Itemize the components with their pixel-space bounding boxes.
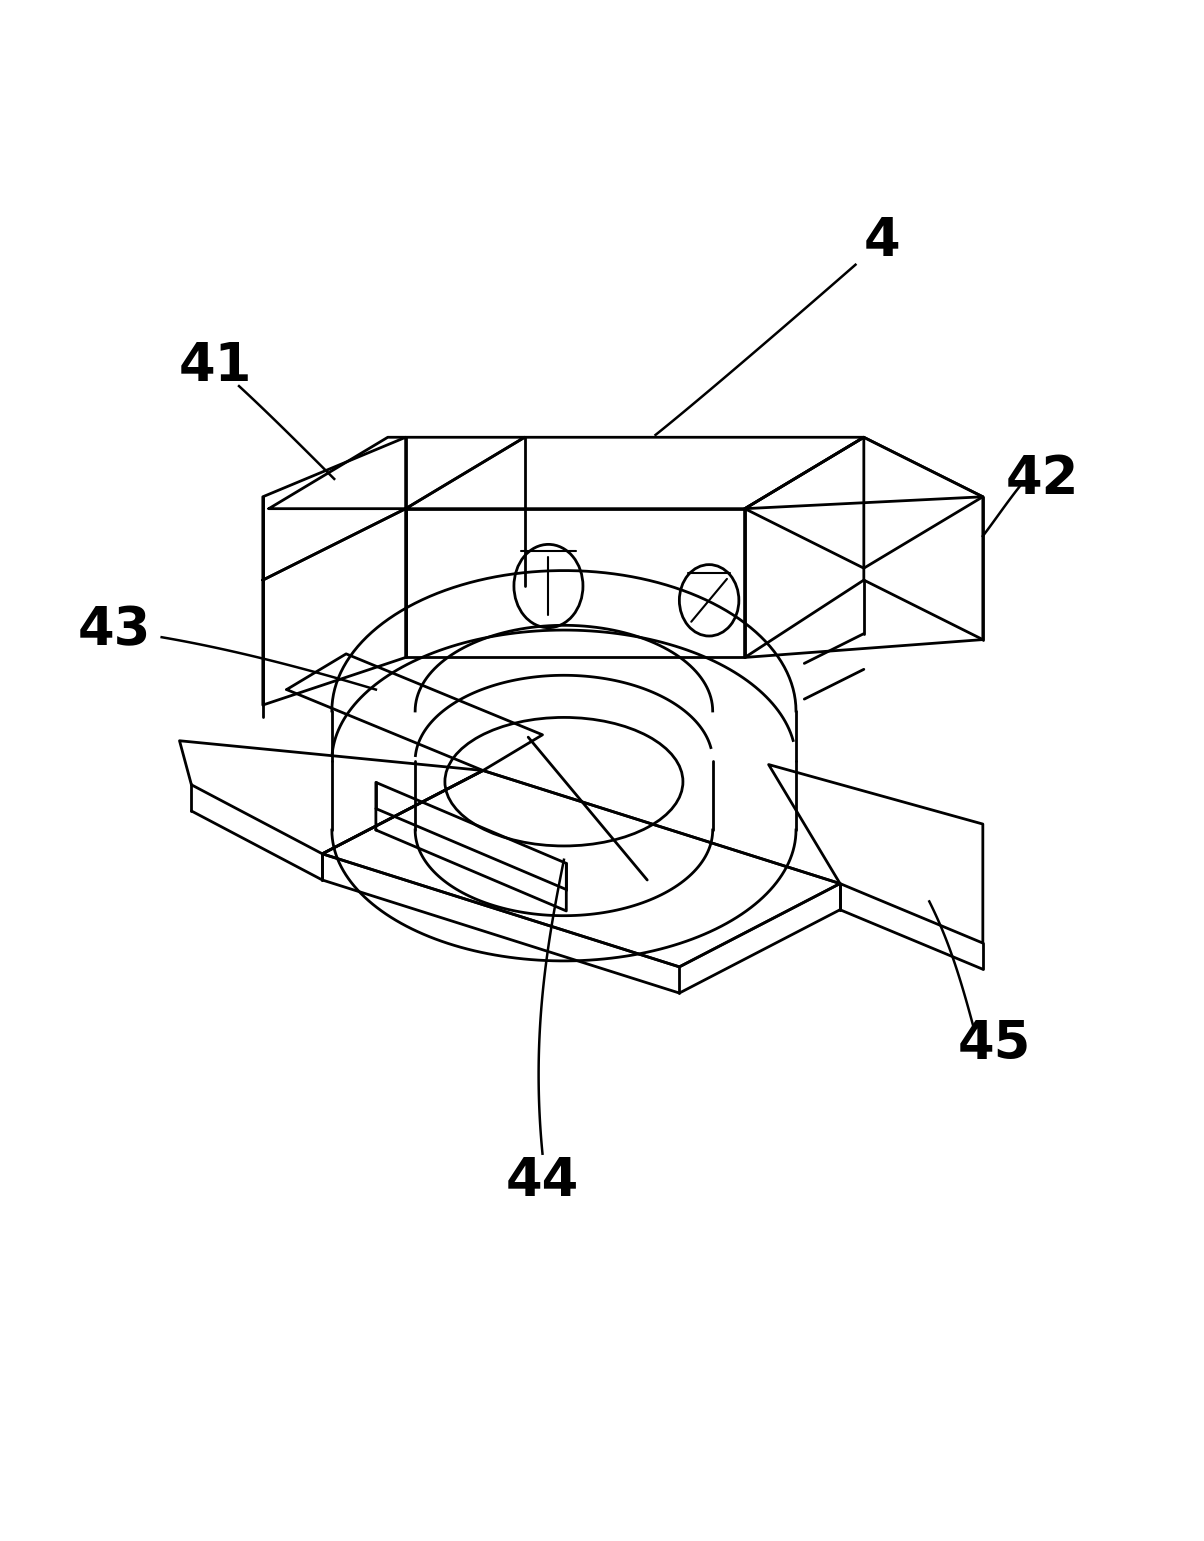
Text: 45: 45 — [958, 1019, 1032, 1071]
Text: 4: 4 — [863, 214, 899, 267]
Text: 44: 44 — [506, 1156, 579, 1207]
Text: 42: 42 — [1005, 453, 1079, 505]
Text: 43: 43 — [77, 604, 150, 656]
Text: 41: 41 — [178, 341, 252, 391]
